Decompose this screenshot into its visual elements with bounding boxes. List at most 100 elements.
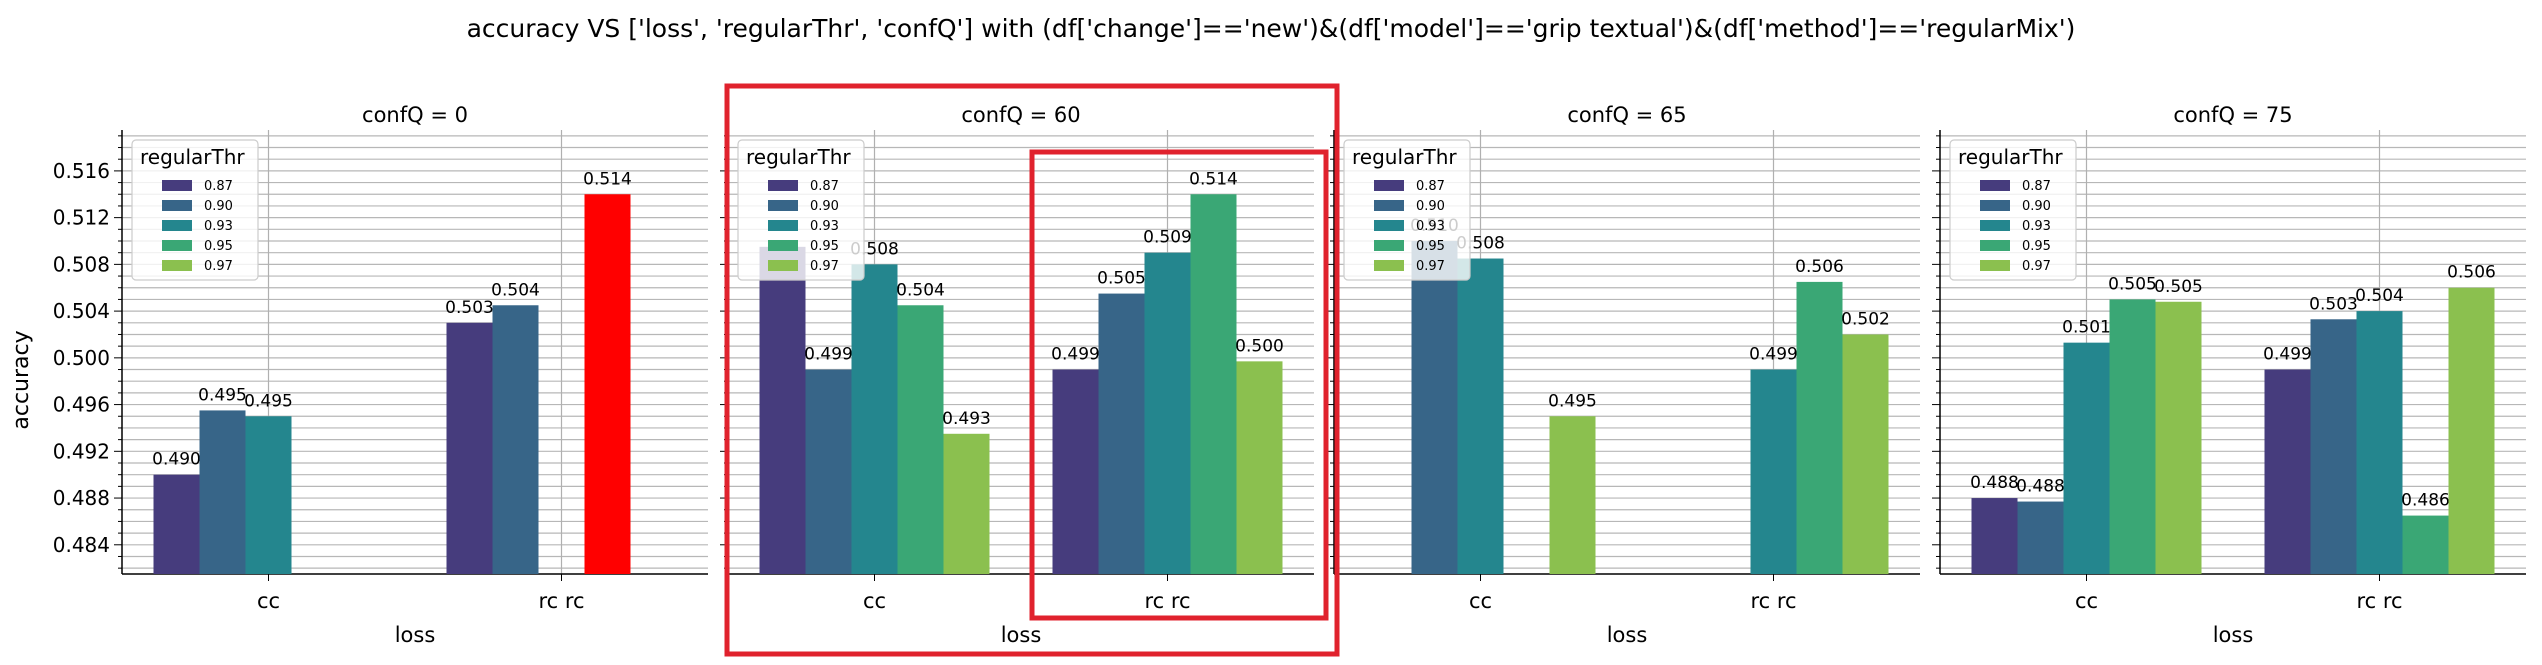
legend-swatch — [162, 260, 192, 271]
bar-value-label: 0.505 — [1097, 269, 1146, 289]
legend-swatch — [768, 240, 798, 251]
bar — [1796, 281, 1843, 574]
x-tick-label: cc — [257, 589, 280, 613]
bar — [2402, 515, 2449, 574]
bar — [492, 305, 539, 574]
x-tick-label: cc — [863, 589, 886, 613]
bar-value-label: 0.505 — [2154, 277, 2203, 297]
legend-entry-label: 0.90 — [204, 199, 233, 214]
bar-value-label: 0.495 — [1548, 391, 1597, 411]
legend-swatch — [1374, 220, 1404, 231]
legend-swatch — [1980, 180, 2010, 191]
x-tick-label: cc — [1469, 589, 1492, 613]
legend-entry-label: 0.95 — [2022, 239, 2051, 254]
panel-title: confQ = 60 — [961, 103, 1080, 127]
x-tick-label: rc rc — [2356, 589, 2402, 613]
legend-entry-label: 0.90 — [2022, 199, 2051, 214]
x-tick-label: rc rc — [538, 589, 584, 613]
bar-value-label: 0.499 — [1051, 345, 1100, 365]
legend-entry-label: 0.97 — [2022, 259, 2051, 274]
y-tick-label: 0.488 — [53, 486, 110, 510]
bar — [2155, 301, 2202, 574]
x-tick-label: cc — [2075, 589, 2098, 613]
legend-entry-label: 0.93 — [204, 219, 233, 234]
panels: confQ = 00.4840.4880.4920.4960.5000.5040… — [53, 103, 2526, 647]
x-axis-label: loss — [395, 623, 436, 647]
legend: regularThr 0.87 0.90 0.93 0.95 0.97 — [737, 139, 865, 281]
bar — [2310, 319, 2357, 574]
bar — [199, 410, 246, 574]
legend-entry-label: 0.97 — [1416, 259, 1445, 274]
bar — [897, 305, 944, 574]
y-tick-label: 0.484 — [53, 533, 110, 557]
bar-value-label: 0.501 — [2062, 318, 2111, 338]
panel-title: confQ = 65 — [1567, 103, 1686, 127]
bar-value-label: 0.502 — [1841, 309, 1890, 329]
bar-value-label: 0.504 — [491, 280, 540, 300]
bar — [446, 322, 493, 574]
bar-value-label: 0.499 — [804, 345, 853, 365]
legend-swatch — [162, 200, 192, 211]
legend-entry-label: 0.87 — [810, 179, 839, 194]
legend-swatch — [162, 240, 192, 251]
bar — [1457, 258, 1504, 574]
bar — [943, 433, 990, 574]
bar — [1144, 252, 1191, 574]
legend-swatch — [162, 180, 192, 191]
legend-title: regularThr — [140, 145, 245, 169]
highlight-box — [1029, 149, 1329, 621]
bar — [2109, 299, 2156, 574]
panel-title: confQ = 75 — [2173, 103, 2292, 127]
legend-swatch — [1980, 240, 2010, 251]
bar-value-label: 0.499 — [1749, 345, 1798, 365]
bar — [1236, 361, 1283, 574]
chart-title: accuracy VS ['loss', 'regularThr', 'conf… — [467, 14, 2076, 43]
bar — [1549, 416, 1596, 574]
x-tick-label: rc rc — [1750, 589, 1796, 613]
legend-swatch — [1374, 240, 1404, 251]
legend-entry-label: 0.95 — [810, 239, 839, 254]
bar-value-label: 0.493 — [942, 409, 991, 429]
bar-value-label: 0.486 — [2401, 491, 2450, 511]
bar-value-label: 0.504 — [2355, 286, 2404, 306]
legend-title: regularThr — [1352, 145, 1457, 169]
legend-entry-label: 0.90 — [1416, 199, 1445, 214]
legend: regularThr 0.87 0.90 0.93 0.95 0.97 — [1343, 139, 1471, 281]
bar — [1052, 369, 1099, 574]
bar — [2356, 311, 2403, 574]
bar — [759, 246, 806, 574]
bar — [1098, 293, 1145, 574]
bar — [1971, 498, 2018, 574]
bar-value-label: 0.488 — [1970, 473, 2019, 493]
bar-value-label: 0.505 — [2108, 274, 2157, 294]
legend-entry-label: 0.95 — [204, 239, 233, 254]
x-axis-label: loss — [1001, 623, 1042, 647]
bar — [1750, 369, 1797, 574]
legend-entry-label: 0.87 — [204, 179, 233, 194]
bar-value-label: 0.490 — [152, 450, 201, 470]
legend-entry-label: 0.97 — [810, 259, 839, 274]
bar — [245, 416, 292, 574]
legend-swatch — [1374, 180, 1404, 191]
bar-value-label: 0.506 — [2447, 263, 2496, 283]
legend-swatch — [768, 260, 798, 271]
legend: regularThr 0.87 0.90 0.93 0.95 0.97 — [131, 139, 259, 281]
y-tick-label: 0.504 — [53, 299, 110, 323]
legend-entry-label: 0.87 — [2022, 179, 2051, 194]
y-tick-label: 0.512 — [53, 206, 110, 230]
legend-swatch — [1374, 200, 1404, 211]
legend-entry-label: 0.90 — [810, 199, 839, 214]
bar-value-label: 0.503 — [445, 298, 494, 318]
bar-value-label: 0.503 — [2309, 294, 2358, 314]
legend-swatch — [162, 220, 192, 231]
bar-value-label: 0.514 — [583, 169, 632, 189]
bar — [1411, 241, 1458, 574]
legend-entry-label: 0.87 — [1416, 179, 1445, 194]
bar-value-label: 0.509 — [1143, 228, 1192, 248]
bar — [851, 264, 898, 574]
